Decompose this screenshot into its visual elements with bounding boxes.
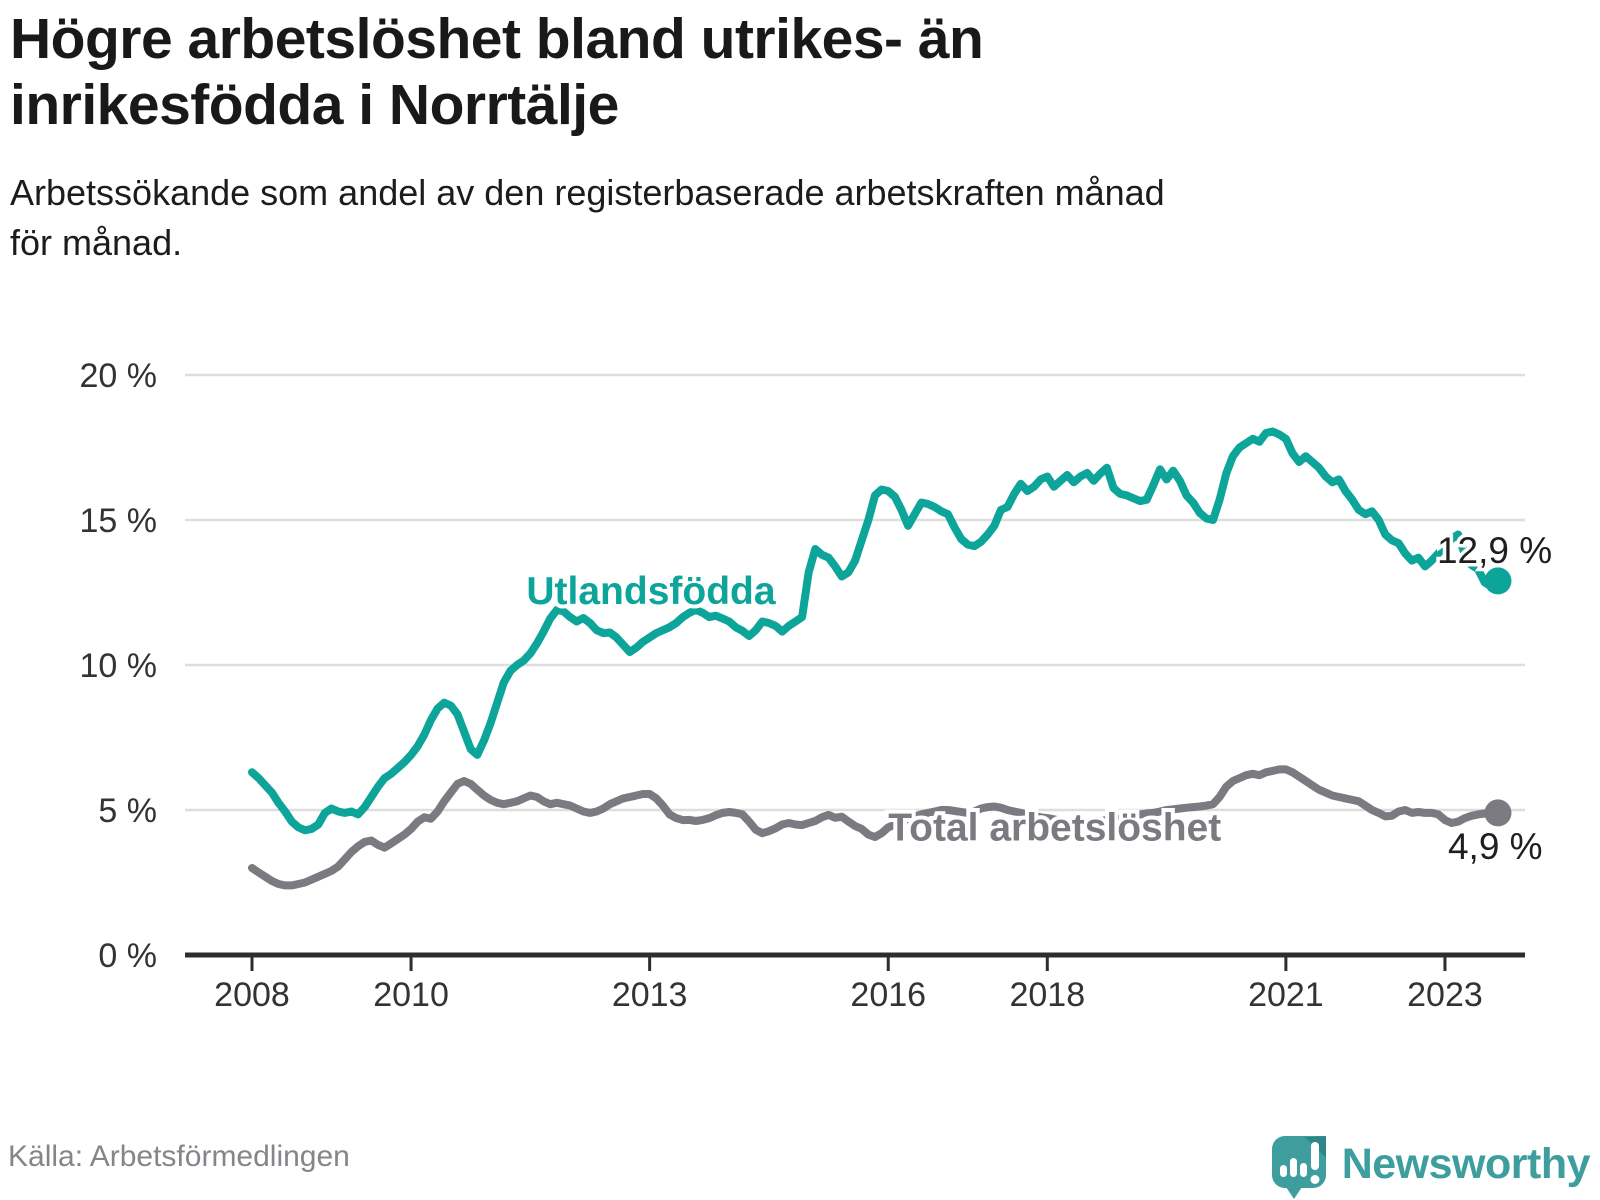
end-dot-utlandsf-dda bbox=[1484, 567, 1512, 595]
x-tick-label-2021: 2021 bbox=[1248, 976, 1324, 1014]
title-line-1: Högre arbetslöshet bland utrikes- än bbox=[10, 7, 984, 71]
end-dot-total-arbetsl-shet bbox=[1484, 799, 1512, 827]
series-line-utlandsf-dda bbox=[248, 427, 1502, 835]
end-label-total-arbetsl-shet: 4,9 % bbox=[1448, 826, 1543, 867]
series-label-utlandsf-dda: Utlandsfödda bbox=[526, 570, 775, 613]
subtitle-line-1: Arbetssökande som andel av den registerb… bbox=[10, 172, 1165, 214]
y-tick-label-5: 5 % bbox=[98, 792, 157, 830]
series-label-total-arbetsl-shet: Total arbetslöshet bbox=[888, 806, 1221, 849]
y-tick-label-0: 0 % bbox=[98, 937, 157, 975]
x-tick-label-2008: 2008 bbox=[214, 976, 290, 1014]
newsworthy-brand: Newsworthy bbox=[1270, 1128, 1591, 1200]
end-label-utlandsf-dda: 12,9 % bbox=[1437, 530, 1552, 571]
newsworthy-logo-text: Newsworthy bbox=[1341, 1139, 1591, 1188]
page-title: Högre arbetslöshet bland utrikes- än inr… bbox=[10, 6, 1570, 138]
x-tick-label-2016: 2016 bbox=[850, 976, 926, 1014]
newsworthy-logo-icon bbox=[1271, 1136, 1326, 1199]
x-tick-label-2018: 2018 bbox=[1009, 976, 1085, 1014]
y-tick-label-20: 20 % bbox=[80, 357, 158, 395]
title-line-2: inrikesfödda i Norrtälje bbox=[10, 73, 619, 138]
chart-footer: Källa: Arbetsförmedlingen Newsworthy bbox=[0, 1118, 1600, 1200]
x-tick-label-2023: 2023 bbox=[1407, 976, 1483, 1014]
y-tick-label-10: 10 % bbox=[80, 647, 158, 685]
chart-subtitle: Arbetssökande som andel av den registerb… bbox=[10, 168, 1570, 267]
y-tick-label-15: 15 % bbox=[80, 502, 158, 540]
x-tick-label-2010: 2010 bbox=[373, 976, 449, 1014]
source-note: Källa: Arbetsförmedlingen bbox=[8, 1140, 350, 1173]
chart-header: Högre arbetslöshet bland utrikes- än inr… bbox=[10, 6, 1570, 268]
subtitle-line-2: för månad. bbox=[10, 221, 183, 263]
series-line-total-arbetsl-shet bbox=[248, 765, 1502, 890]
x-tick-label-2013: 2013 bbox=[612, 976, 688, 1014]
